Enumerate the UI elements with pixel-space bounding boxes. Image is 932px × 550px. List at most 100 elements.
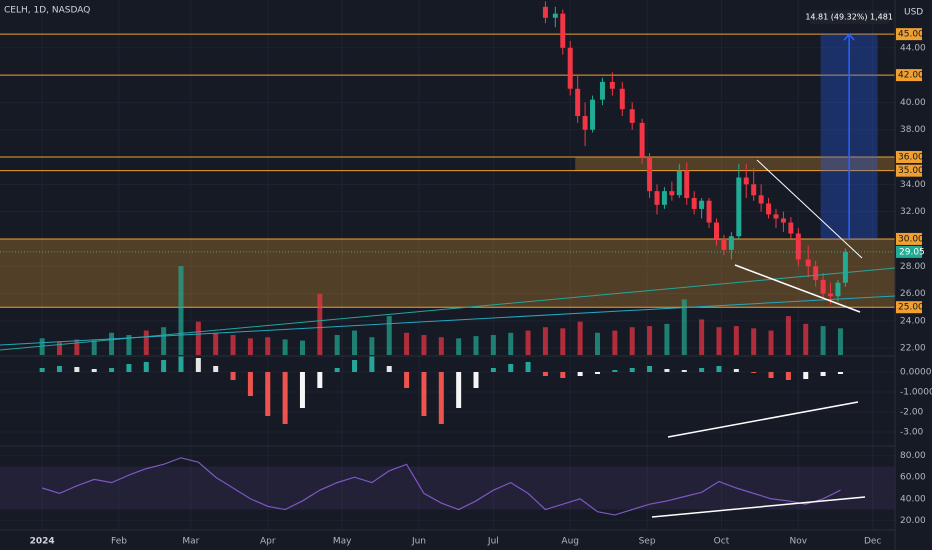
volume-bar <box>334 335 340 355</box>
candle-body <box>582 116 588 130</box>
macd-bar <box>247 372 253 396</box>
candle-body <box>684 170 690 198</box>
measure-tag <box>809 10 890 25</box>
candle-body <box>567 47 573 89</box>
candle-body <box>706 200 712 223</box>
candle-body <box>795 233 801 260</box>
y-tick-label: 40.00 <box>900 494 926 504</box>
macd-bar <box>317 372 323 388</box>
zone <box>0 238 895 308</box>
level-tag <box>896 164 922 177</box>
volume-bar <box>490 335 496 355</box>
macd-bar <box>594 372 600 374</box>
measure-label: 14.81 (49.32%) 1,481 <box>805 13 893 22</box>
rsi-band <box>0 466 895 510</box>
x-tick-label: Aug <box>561 537 579 547</box>
marks: 14.81 (49.32%) 1,481 <box>0 0 895 530</box>
macd-bar <box>785 372 791 380</box>
macd-bar <box>195 358 201 372</box>
candle-body <box>552 13 558 18</box>
candle-body <box>743 177 749 185</box>
x-tick-label: Mar <box>182 537 199 547</box>
macd-bar <box>525 362 531 372</box>
last-price-tag <box>896 245 922 258</box>
candle-body <box>773 214 779 219</box>
volume-bar <box>282 339 288 355</box>
macd-bar <box>334 368 340 372</box>
candle-body <box>590 99 596 130</box>
macd-bar <box>161 360 167 372</box>
y-tick-label: 44.00 <box>900 43 926 53</box>
macd-bar <box>768 372 774 378</box>
macd-bar <box>438 372 444 424</box>
y-tick-label: 34.00 <box>900 180 926 190</box>
y-tick-label: -2.00 <box>900 408 924 418</box>
volume-bar <box>230 335 236 355</box>
macd-bar <box>74 367 80 372</box>
macd-bar <box>91 369 97 372</box>
macd-bar <box>39 368 45 372</box>
candle-body <box>629 109 635 123</box>
volume-bar <box>594 332 600 355</box>
candle-body <box>835 282 841 297</box>
macd-bar <box>230 372 236 380</box>
candle-body <box>758 195 764 204</box>
x-tick-label: Dec <box>864 537 881 547</box>
symbol: CELH, 1D, NASDAQ <box>4 6 90 16</box>
volume-bar <box>39 338 45 355</box>
volume-bar <box>369 337 375 355</box>
measure-arrowhead <box>843 32 855 41</box>
candle-body <box>813 266 819 280</box>
level-label: 25.00 <box>898 303 924 313</box>
y-tick-label: -1.0000 <box>900 388 932 398</box>
y-tick-label: 32.00 <box>900 207 926 217</box>
macd-bar <box>143 362 149 372</box>
candle-body <box>828 293 834 297</box>
volume-bar <box>508 332 514 355</box>
trend-line <box>756 159 863 259</box>
x-tick-label: Oct <box>714 537 730 547</box>
volume-bar <box>213 332 219 355</box>
macd-bar <box>647 366 653 372</box>
volume-bar <box>629 327 635 355</box>
y-tick-label: 24.00 <box>900 316 926 326</box>
macd-bar <box>751 372 757 373</box>
candle-body <box>575 88 581 117</box>
macd-bar <box>369 356 375 372</box>
macd-bar <box>456 372 462 408</box>
volume-bar <box>317 293 323 355</box>
macd-bar <box>421 372 427 416</box>
volume-bar <box>647 326 653 355</box>
volume-bar <box>768 330 774 355</box>
macd-bar <box>664 369 670 372</box>
macd-bar <box>473 372 479 388</box>
level-tag <box>896 151 922 164</box>
candle-body <box>599 81 605 100</box>
y-tick-label: 20.00 <box>900 516 926 526</box>
candle-body <box>805 259 811 267</box>
macd-bar <box>699 368 705 372</box>
macd-bar <box>629 368 635 372</box>
candle-body <box>676 170 682 196</box>
x-tick-label: Feb <box>111 537 127 547</box>
volume-bar <box>577 321 583 355</box>
volume-bar <box>109 332 115 355</box>
candle-body <box>721 238 727 250</box>
volume-bar <box>195 321 201 355</box>
y-tick-label: 80.00 <box>900 451 926 461</box>
y-tick-label: 26.00 <box>900 289 926 299</box>
x-tick-label: Jul <box>487 537 499 547</box>
volume-bar <box>612 330 618 355</box>
macd-bar <box>716 366 722 372</box>
macd-bar <box>299 372 305 408</box>
macd-bar <box>577 372 583 376</box>
currency: USD <box>904 8 923 18</box>
level-tag <box>896 301 922 314</box>
macd-bar <box>612 370 618 372</box>
volume-bar <box>820 326 826 355</box>
candle-body <box>619 88 625 110</box>
x-tick-label: Nov <box>790 537 808 547</box>
rsi-line <box>41 457 841 516</box>
volume-bar <box>438 337 444 355</box>
